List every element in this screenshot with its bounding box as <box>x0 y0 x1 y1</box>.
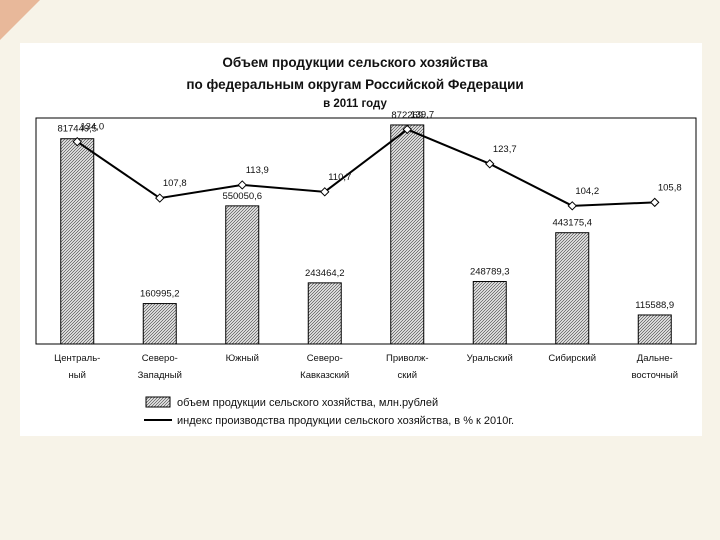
legend-bar-label: объем продукции сельского хозяйства, млн… <box>177 397 438 409</box>
line-point <box>650 197 660 208</box>
line-value-label: 123,7 <box>493 144 517 155</box>
line-value-label: 110,7 <box>328 172 351 183</box>
category-label: Кавказский <box>300 370 349 381</box>
bar-value-label: 550050,6 <box>222 191 262 202</box>
bar <box>555 232 590 345</box>
category-label: Западный <box>138 370 182 381</box>
category-label: Централь- <box>54 353 100 364</box>
line-point <box>485 159 495 169</box>
bar-value-label: 872269 <box>391 110 423 121</box>
category-label: Южный <box>226 353 259 364</box>
line-point <box>72 136 82 147</box>
line-value-label: 113,9 <box>246 165 269 176</box>
bar <box>637 314 672 345</box>
bar <box>225 205 260 345</box>
bar <box>142 303 177 345</box>
chart-title-line2: по федеральным округам Российской Федера… <box>186 77 523 92</box>
legend-line-label: индекс производства продукции сельского … <box>177 415 514 427</box>
category-label: ный <box>69 370 86 381</box>
line-point <box>237 180 247 190</box>
bar <box>60 138 95 345</box>
line-point <box>402 124 412 135</box>
category-label: ский <box>397 370 417 381</box>
line-value-label: 105,8 <box>658 182 682 193</box>
plot-area <box>35 117 697 345</box>
bar-value-label: 160995,2 <box>140 289 180 300</box>
bar <box>472 281 507 345</box>
bar-value-label: 443175,4 <box>552 218 592 229</box>
legend-bar-swatch <box>145 396 171 408</box>
index-line <box>76 128 655 207</box>
chart-subtitle: в 2011 году <box>323 98 387 110</box>
bar-value-label: 115588,9 <box>635 300 674 311</box>
chart-title: Объем продукции сельского хозяйства <box>222 55 488 70</box>
bar-value-label: 243464,2 <box>305 268 345 279</box>
category-label: восточный <box>631 370 678 381</box>
category-label: Северо- <box>307 353 343 364</box>
bar-value-label: 248789,3 <box>470 267 510 278</box>
line-point <box>155 193 165 203</box>
line-value-label: 139,7 <box>410 109 434 120</box>
bar <box>390 124 425 345</box>
category-label: Дальне- <box>637 353 673 364</box>
category-label: Северо- <box>142 353 178 364</box>
bar <box>307 282 342 345</box>
category-label: Сибирский <box>548 353 596 364</box>
line-point <box>320 187 330 197</box>
line-point <box>567 201 577 211</box>
category-label: Приволж- <box>386 353 429 364</box>
line-value-label: 134,0 <box>80 122 104 133</box>
line-value-label: 104,2 <box>575 186 599 197</box>
legend: объем продукции сельского хозяйства, млн… <box>144 396 514 427</box>
category-label: Уральский <box>467 353 513 364</box>
bar-value-label: 817449,5 <box>57 124 97 135</box>
line-value-label: 107,8 <box>163 178 187 189</box>
corner-decoration <box>0 0 40 40</box>
